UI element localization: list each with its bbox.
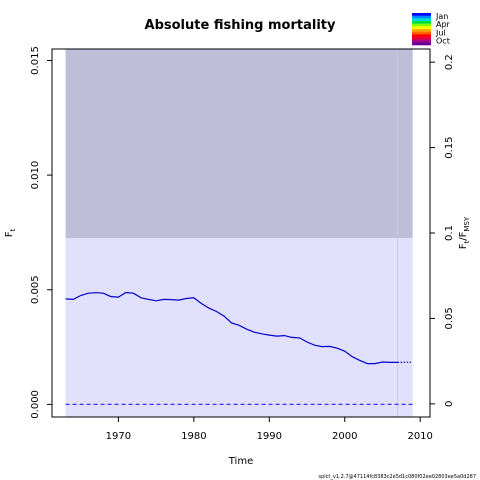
x-tick-label: 2000 [332,431,357,442]
legend-color-swatch [412,26,431,30]
legend-color-swatch [412,18,431,22]
legend-label: Jul [435,28,446,37]
x-tick-label: 1970 [106,431,131,442]
fishing-mortality-line [65,291,398,365]
legend-label: Apr [436,20,451,29]
legend-color-swatch [412,13,431,16]
y-right-tick-label: 0.1 [444,225,455,241]
legend-color-swatch [412,23,431,27]
y-tick-label: 0.000 [30,390,41,419]
legend-color-swatch [412,21,431,24]
upper-confidence-band [65,49,413,239]
y-right-tick-label: 0 [444,401,455,407]
y-tick-label: 0.005 [30,275,41,304]
legend-label: Oct [436,37,450,46]
legend-color-swatch [412,31,431,35]
y-tick-label: 0.010 [30,161,41,190]
chart-title: Absolute fishing mortality [145,18,336,33]
y-right-tick-label: 0.2 [444,54,455,70]
x-tick-label: 2010 [407,431,432,442]
legend-color-swatch [412,39,431,43]
fmsy-band [65,238,413,417]
legend-color-swatch [412,37,431,40]
y-right-tick-label: 0.05 [444,307,455,329]
y-right-tick-label: 0.15 [444,136,455,158]
version-footer: spict_v1.2.7@47114fc8383c2e5d1c080f02ee0… [318,474,476,480]
legend-color-swatch [412,34,431,38]
x-tick-label: 1990 [257,431,282,442]
x-axis-label: Time [228,456,253,467]
legend-color-swatch [412,15,431,19]
y-tick-label: 0.015 [30,46,41,75]
legend-color-swatch [412,42,431,46]
legend-color-swatch [412,29,431,32]
y-axis-right: 0 0.05 0.1 0.15 0.2 [430,54,455,407]
y-axis-right-label: Ft/FMSY [458,216,471,249]
y-axis-left-label: Ft [4,228,17,237]
x-tick-label: 1980 [181,431,206,442]
legend-label: Jan [435,12,448,21]
y-axis-left: 0.000 0.005 0.010 0.015 [30,46,52,419]
x-axis: 1970 1980 1990 2000 2010 [106,417,433,442]
